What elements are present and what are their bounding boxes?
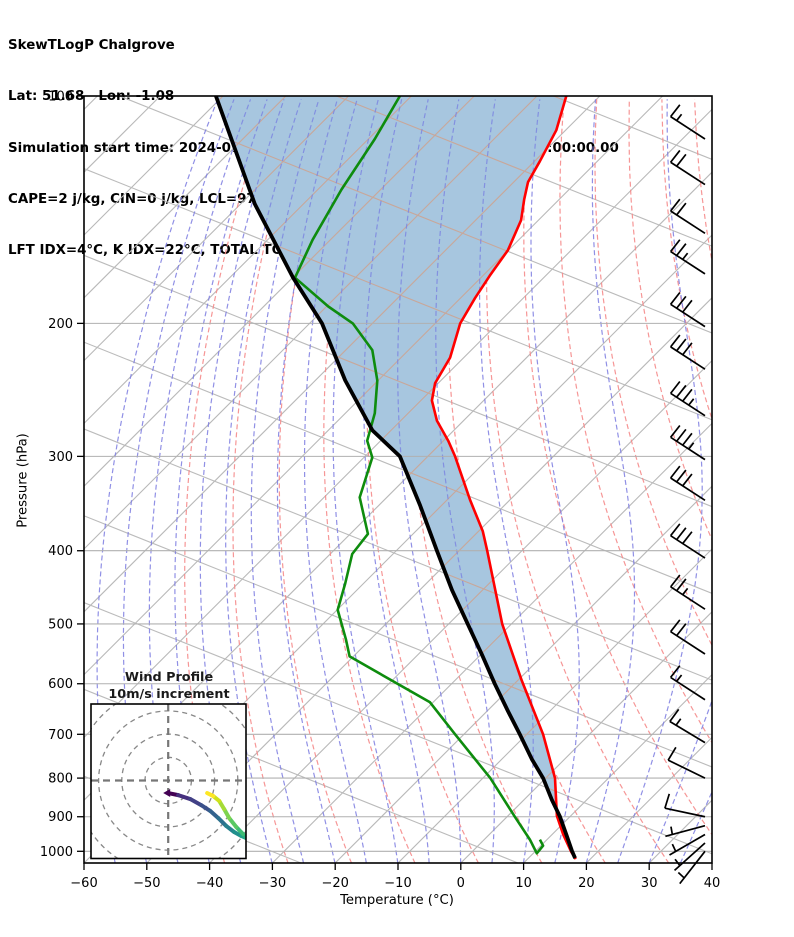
y-tick-label: 900 bbox=[48, 810, 73, 825]
x-tick-label: 30 bbox=[641, 876, 658, 891]
y-tick-label: 1000 bbox=[40, 845, 73, 860]
hodograph-path-segment bbox=[176, 793, 193, 802]
wind-barbs bbox=[664, 104, 706, 885]
hodograph-inset bbox=[90, 703, 247, 860]
y-tick-label: 300 bbox=[48, 450, 73, 465]
x-tick-label: 10 bbox=[515, 876, 532, 891]
svg-text:Wind Profile: Wind Profile bbox=[125, 670, 214, 685]
hodograph-path-segment bbox=[188, 797, 204, 808]
hodograph-path-segment bbox=[205, 791, 216, 799]
y-tick-label: 400 bbox=[48, 544, 73, 559]
hodograph-title: Wind Profile 10m/s increment bbox=[108, 670, 229, 702]
x-tick-label: −60 bbox=[70, 876, 97, 891]
location-line: Lat: 51.68 Lon: -1.08 bbox=[8, 89, 175, 105]
y-tick-label: 100 bbox=[48, 90, 73, 105]
svg-text:10m/s increment: 10m/s increment bbox=[108, 687, 229, 702]
x-tick-label: 40 bbox=[704, 876, 721, 891]
x-tick-label: −30 bbox=[259, 876, 286, 891]
y-tick-label: 700 bbox=[48, 728, 73, 743]
y-tick-label: 200 bbox=[48, 317, 73, 332]
page-title: SkewTLogP Chalgrove bbox=[8, 38, 175, 54]
axes: −60 −50 −40 −30 −20 −10 0 10 20 30 40 100 200 300 400 5… bbox=[40, 90, 720, 892]
x-axis-label: Temperature (°C) bbox=[340, 893, 454, 908]
dewpoint-curve bbox=[293, 96, 545, 855]
y-axis-label: Pressure (hPa) bbox=[15, 433, 31, 528]
x-tick-label: −50 bbox=[133, 876, 160, 891]
y-tick-label: 500 bbox=[48, 617, 73, 632]
x-tick-label: −10 bbox=[384, 876, 411, 891]
x-tick-label: −40 bbox=[196, 876, 223, 891]
temperature-curve bbox=[430, 96, 577, 860]
x-tick-label: 0 bbox=[457, 876, 465, 891]
x-tick-label: 20 bbox=[578, 876, 595, 891]
y-tick-label: 800 bbox=[48, 772, 73, 787]
y-tick-label: 600 bbox=[48, 677, 73, 692]
parcel-curve bbox=[214, 96, 577, 859]
hodograph-start-marker bbox=[163, 789, 171, 798]
x-tick-label: −20 bbox=[321, 876, 348, 891]
